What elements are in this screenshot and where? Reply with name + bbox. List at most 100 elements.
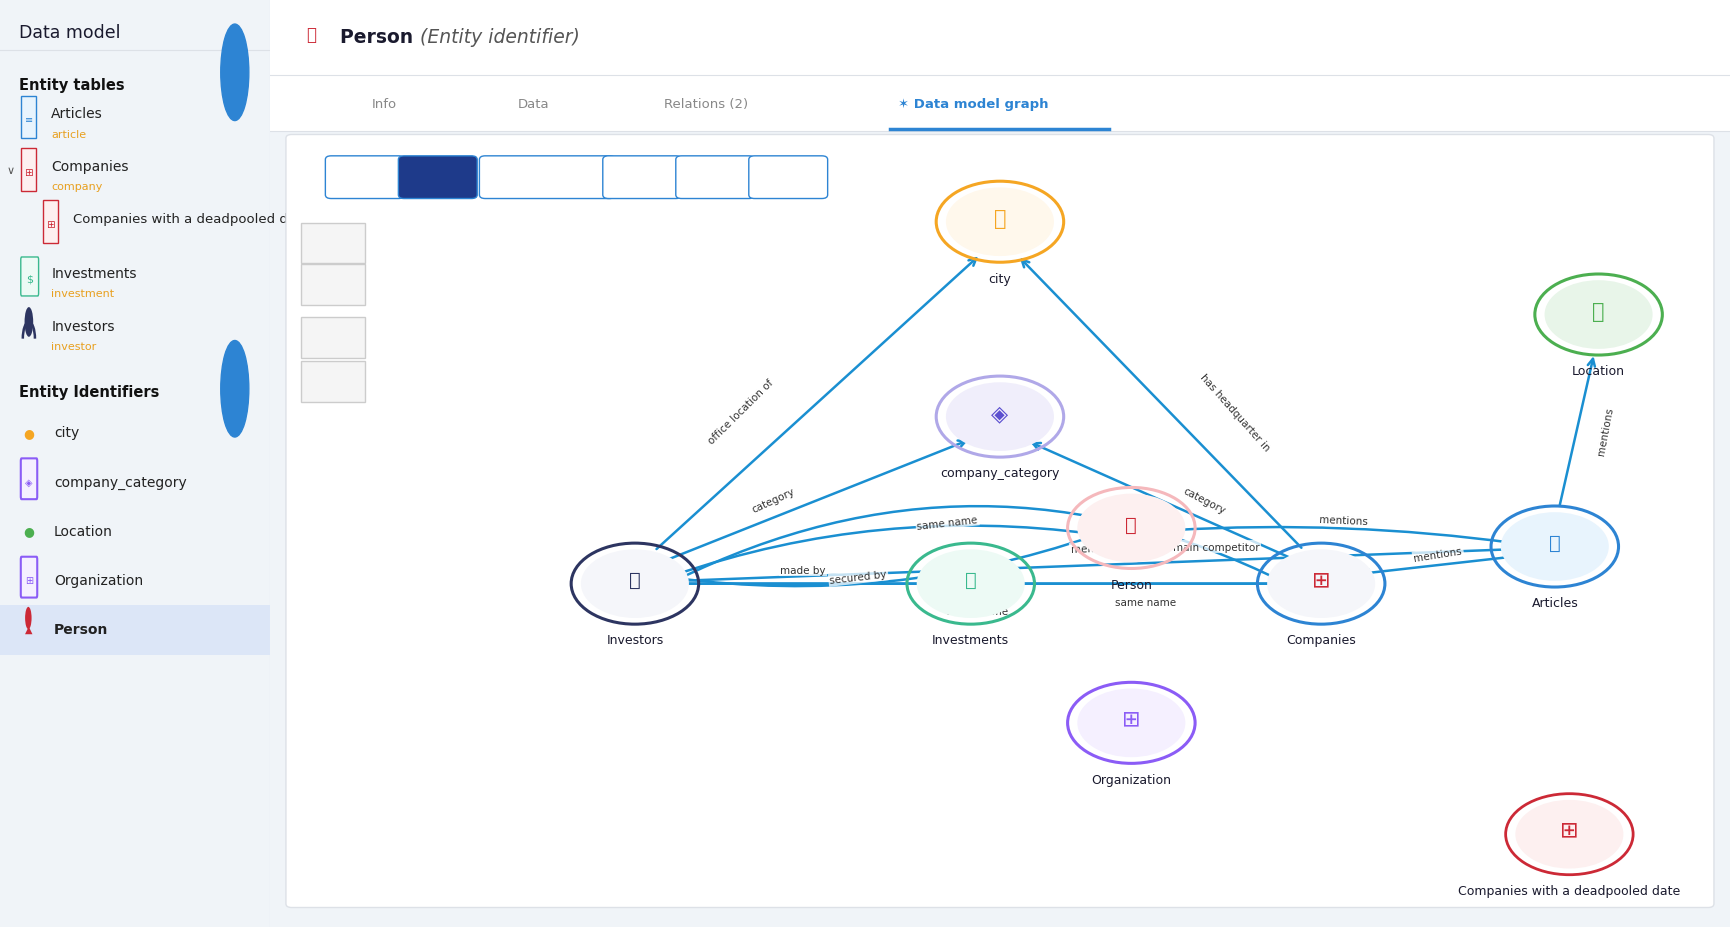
FancyBboxPatch shape bbox=[602, 157, 682, 199]
Text: ⊞: ⊞ bbox=[24, 168, 33, 177]
Text: has headquarter in: has headquarter in bbox=[1199, 372, 1272, 452]
Text: Entity tables: Entity tables bbox=[19, 78, 125, 93]
Text: company_category: company_category bbox=[54, 475, 187, 489]
FancyBboxPatch shape bbox=[749, 157, 827, 199]
Circle shape bbox=[221, 25, 249, 121]
Text: 📍: 📍 bbox=[993, 209, 1007, 229]
Text: +: + bbox=[327, 331, 339, 346]
Text: ⊞: ⊞ bbox=[637, 171, 647, 184]
FancyBboxPatch shape bbox=[398, 157, 477, 199]
Text: Location: Location bbox=[1573, 365, 1624, 378]
FancyArrowPatch shape bbox=[1362, 556, 1517, 577]
Text: Info: Info bbox=[372, 98, 398, 111]
Text: main competitor: main competitor bbox=[1173, 542, 1259, 552]
Text: investor: investor bbox=[52, 342, 97, 351]
Text: 💵: 💵 bbox=[965, 571, 977, 590]
Text: ▲: ▲ bbox=[24, 625, 33, 634]
FancyBboxPatch shape bbox=[301, 265, 365, 306]
Text: $: $ bbox=[26, 274, 33, 284]
Text: Investments: Investments bbox=[52, 266, 137, 281]
Text: ●: ● bbox=[22, 426, 35, 439]
FancyBboxPatch shape bbox=[21, 557, 38, 598]
Text: mentions: mentions bbox=[1597, 406, 1616, 456]
Text: company_category: company_category bbox=[939, 467, 1060, 480]
Text: Entity Identifiers: Entity Identifiers bbox=[19, 385, 159, 400]
Circle shape bbox=[1266, 550, 1375, 618]
Text: ⊞: ⊞ bbox=[1123, 709, 1140, 730]
Text: Articles: Articles bbox=[52, 107, 104, 121]
Text: mentions: mentions bbox=[1413, 546, 1464, 563]
FancyBboxPatch shape bbox=[43, 201, 57, 244]
Text: 👤: 👤 bbox=[630, 571, 640, 590]
Circle shape bbox=[946, 188, 1054, 257]
FancyArrowPatch shape bbox=[1012, 580, 1282, 588]
Text: ✥: ✥ bbox=[327, 237, 337, 250]
Text: 💡: 💡 bbox=[362, 171, 368, 184]
Text: ◈: ◈ bbox=[26, 477, 33, 487]
Text: ⊞: ⊞ bbox=[24, 576, 33, 585]
FancyBboxPatch shape bbox=[21, 258, 38, 297]
Text: Data model: Data model bbox=[19, 24, 121, 42]
Text: ⊞: ⊞ bbox=[1560, 820, 1579, 841]
Text: +: + bbox=[228, 380, 242, 399]
Text: ⊞: ⊞ bbox=[1311, 570, 1330, 590]
Text: city: city bbox=[988, 273, 1012, 286]
FancyBboxPatch shape bbox=[301, 318, 365, 359]
Text: (Entity identifier): (Entity identifier) bbox=[420, 28, 580, 46]
FancyBboxPatch shape bbox=[270, 76, 1730, 132]
FancyArrowPatch shape bbox=[666, 441, 965, 561]
Text: Articles: Articles bbox=[1531, 597, 1578, 610]
Circle shape bbox=[1545, 281, 1652, 349]
FancyArrowPatch shape bbox=[1560, 360, 1595, 505]
Text: 🚶: 🚶 bbox=[306, 26, 317, 44]
Circle shape bbox=[1500, 513, 1609, 581]
Text: ◇: ◇ bbox=[711, 171, 720, 184]
Text: Relations (2): Relations (2) bbox=[664, 98, 749, 111]
Text: ≡: ≡ bbox=[24, 115, 33, 124]
FancyArrowPatch shape bbox=[676, 580, 932, 588]
Text: Companies with a deadpooled date: Companies with a deadpooled date bbox=[1458, 884, 1680, 897]
FancyArrowPatch shape bbox=[675, 506, 1284, 582]
FancyBboxPatch shape bbox=[479, 157, 616, 199]
Text: category: category bbox=[751, 487, 798, 514]
Text: Person: Person bbox=[1111, 578, 1152, 591]
Text: category: category bbox=[1182, 486, 1227, 515]
Circle shape bbox=[1515, 800, 1623, 869]
Text: Investments: Investments bbox=[932, 634, 1009, 647]
Text: company: company bbox=[52, 183, 102, 192]
Circle shape bbox=[221, 341, 249, 438]
Text: Companies with a deadpooled date: Companies with a deadpooled date bbox=[73, 212, 310, 225]
Text: same name: same name bbox=[1116, 598, 1176, 607]
Text: −: − bbox=[327, 375, 339, 389]
FancyArrowPatch shape bbox=[676, 580, 1282, 588]
Text: ◈: ◈ bbox=[991, 403, 1009, 424]
Text: ∨: ∨ bbox=[7, 166, 16, 175]
FancyBboxPatch shape bbox=[285, 135, 1714, 908]
FancyBboxPatch shape bbox=[21, 459, 38, 500]
Text: Person: Person bbox=[341, 28, 420, 46]
Text: ↖: ↖ bbox=[327, 279, 337, 292]
FancyBboxPatch shape bbox=[301, 223, 365, 264]
FancyBboxPatch shape bbox=[676, 157, 754, 199]
Text: 📍: 📍 bbox=[1592, 301, 1605, 322]
Text: mentions: mentions bbox=[1071, 543, 1119, 554]
Text: secured by: secured by bbox=[829, 569, 887, 586]
Text: ⇄: ⇄ bbox=[432, 171, 443, 184]
Circle shape bbox=[26, 607, 31, 629]
FancyBboxPatch shape bbox=[270, 0, 1730, 76]
Circle shape bbox=[1078, 494, 1185, 563]
Text: made by: made by bbox=[780, 565, 825, 575]
FancyArrowPatch shape bbox=[1033, 443, 1291, 558]
Text: Organization: Organization bbox=[54, 573, 144, 588]
Text: Data: Data bbox=[517, 98, 550, 111]
Text: Investors: Investors bbox=[606, 634, 664, 647]
FancyArrowPatch shape bbox=[676, 550, 1517, 585]
Text: same name: same name bbox=[917, 514, 977, 531]
Text: Companies: Companies bbox=[1287, 634, 1356, 647]
Text: article: article bbox=[52, 130, 86, 139]
Text: office location of: office location of bbox=[706, 378, 775, 446]
Text: ✕✕: ✕✕ bbox=[778, 171, 799, 184]
FancyArrowPatch shape bbox=[675, 526, 1093, 577]
Text: 🚶: 🚶 bbox=[1126, 515, 1137, 534]
FancyArrowPatch shape bbox=[1173, 527, 1517, 544]
